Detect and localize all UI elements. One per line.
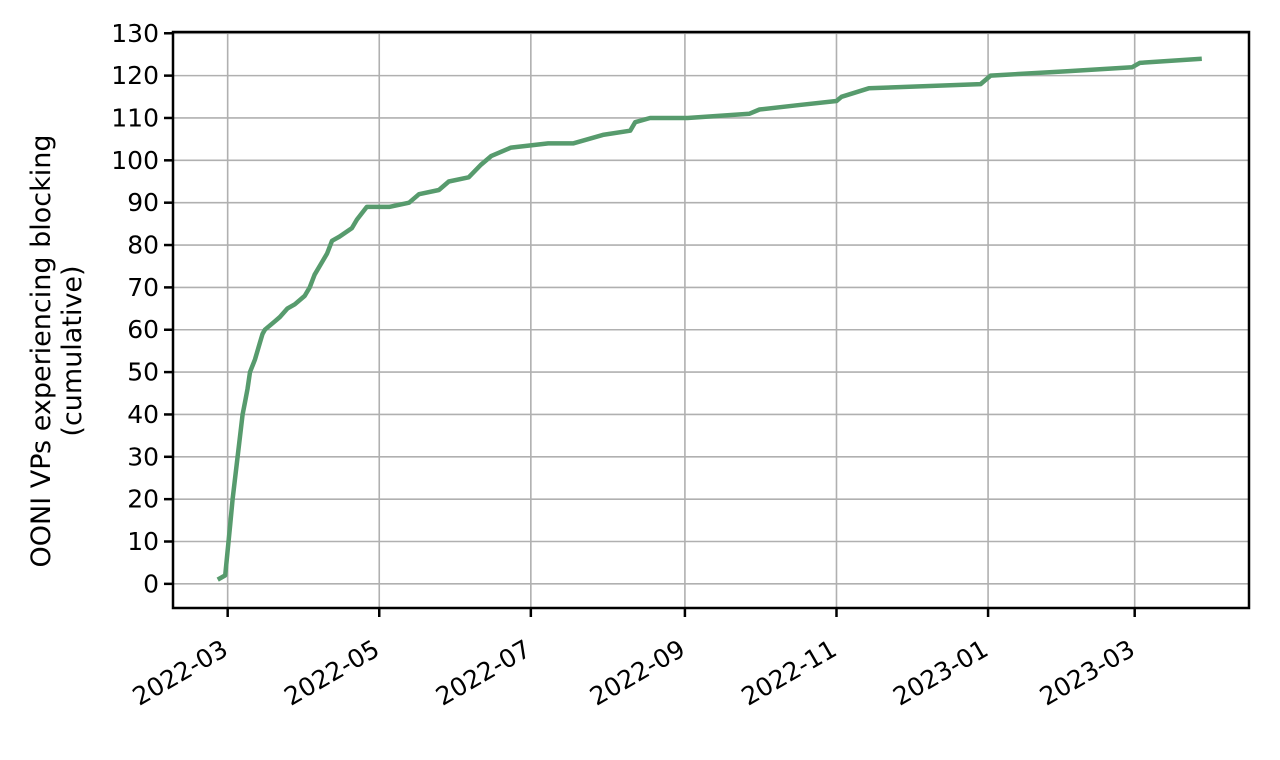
y-tick-label: 50 — [127, 358, 159, 387]
y-tick-label: 90 — [127, 188, 159, 217]
x-tick-label: 2023-01 — [888, 634, 993, 711]
x-tick-label: 2022-07 — [431, 634, 536, 711]
x-tick-label: 2022-05 — [279, 634, 384, 711]
y-tick-label: 60 — [127, 315, 159, 344]
x-tick-label: 2022-03 — [128, 634, 233, 711]
y-tick-label: 0 — [143, 569, 159, 598]
y-tick-label: 10 — [127, 527, 159, 556]
tick-marks — [164, 32, 1136, 617]
y-tick-label: 130 — [111, 19, 159, 48]
y-tick-label: 20 — [127, 485, 159, 514]
x-tick-label: 2023-03 — [1035, 634, 1140, 711]
y-tick-label: 70 — [127, 273, 159, 302]
y-tick-label: 100 — [111, 146, 159, 175]
x-tick-label: 2022-09 — [585, 634, 690, 711]
y-tick-label: 110 — [111, 103, 159, 132]
y-tick-label: 120 — [111, 61, 159, 90]
data-series-line — [216, 56, 1202, 582]
y-tick-label: 80 — [127, 231, 159, 260]
gridlines — [173, 32, 1249, 608]
y-tick-label: 30 — [127, 442, 159, 471]
x-tick-label: 2022-11 — [737, 634, 842, 711]
y-tick-label: 40 — [127, 400, 159, 429]
plot-border — [171, 30, 1251, 610]
